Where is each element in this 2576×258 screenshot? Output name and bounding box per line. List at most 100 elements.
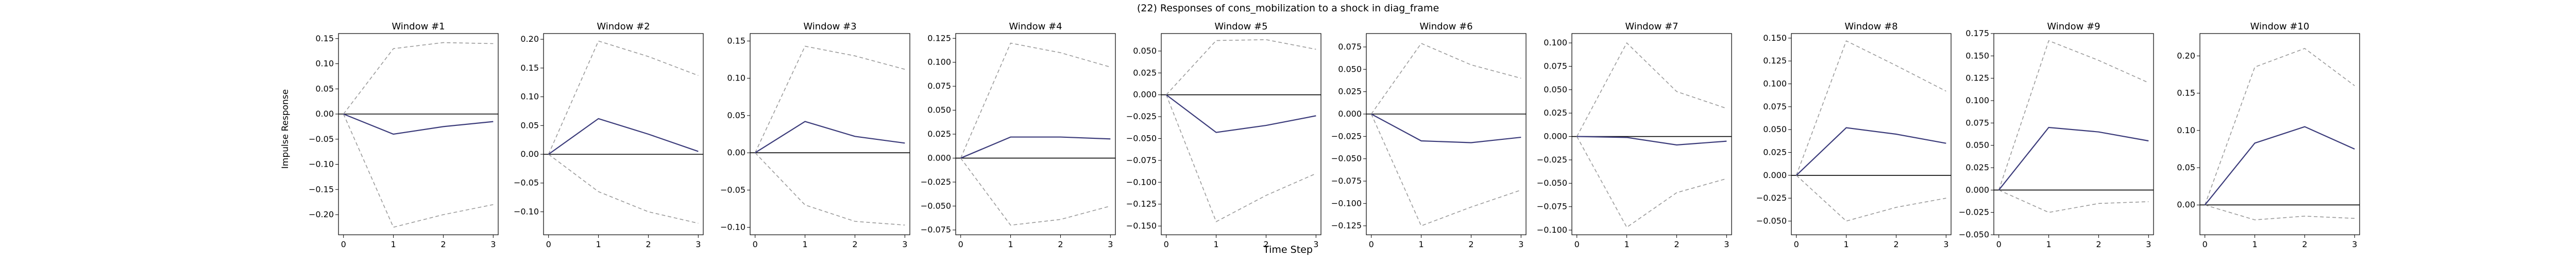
panel-window-10: Window #10 0 1 2 3 0.00 0.05 0.10 0.15 0.20 xyxy=(2177,21,2360,249)
axes-frame xyxy=(338,33,499,235)
x-tick-label: 1 xyxy=(391,239,396,249)
response-line xyxy=(1166,94,1316,133)
y-tick-label: 0.20 xyxy=(520,34,539,44)
y-tick-label: −0.050 xyxy=(921,201,951,211)
y-tick-label: −0.025 xyxy=(1126,111,1157,121)
x-tick-label: 1 xyxy=(2252,239,2257,249)
y-tick-label: 0.10 xyxy=(520,92,539,102)
y-tick-label: 0.000 xyxy=(927,153,951,163)
panel-window-9: Window #9 0 1 2 3 −0.050 −0.025 0.000 0.025 0.050… xyxy=(1959,21,2154,249)
lower-band-line xyxy=(1165,94,1316,222)
lower-band-line xyxy=(960,157,1111,226)
y-tick-label: 0.00 xyxy=(520,149,539,159)
figure-ylabel: Impulse Response xyxy=(280,89,291,169)
x-tick-label: 2 xyxy=(646,239,651,249)
y-tick-label: −0.025 xyxy=(1959,207,1989,217)
panel-title: Window #9 xyxy=(2047,21,2100,32)
y-tick-label: −0.050 xyxy=(1126,133,1157,143)
y-tick-label: 0.125 xyxy=(927,33,951,43)
y-tick-label: 0.05 xyxy=(315,84,334,93)
panel-title: Window #2 xyxy=(597,21,650,32)
y-tick-label: −0.05 xyxy=(309,134,334,144)
panels: Window #10 1 2 3−0.20−0.15−0.10−0.050.000.0… xyxy=(309,21,2360,249)
y-tick-label: 0.125 xyxy=(1965,73,1989,83)
x-tick-label: 1 xyxy=(1843,239,1849,249)
y-tick-label: −0.10 xyxy=(309,159,334,169)
lower-band-line xyxy=(1370,114,1521,227)
y-tick-label: 0.050 xyxy=(1544,85,1567,94)
lower-band-line xyxy=(548,154,699,224)
x-tick-label: 1 xyxy=(1213,239,1218,249)
x-tick-label: 2 xyxy=(852,239,857,249)
y-tick-label: −0.150 xyxy=(1126,221,1157,231)
y-tick-label: −0.075 xyxy=(1537,202,1567,212)
axes-frame xyxy=(543,33,704,235)
upper-band-line xyxy=(343,42,494,115)
x-tick-label: 2 xyxy=(2302,239,2307,249)
lower-band-line xyxy=(1796,175,1946,222)
upper-band-line xyxy=(1795,40,1946,176)
y-tick-label: 0.175 xyxy=(1965,28,1989,38)
y-tick-label: 0.000 xyxy=(1965,185,1989,195)
y-tick-label: 0.025 xyxy=(1133,68,1157,77)
x-tick-label: 1 xyxy=(1418,239,1423,249)
y-tick-label: −0.025 xyxy=(921,177,951,187)
x-tick-label: 0 xyxy=(1369,239,1374,249)
x-tick-label: 1 xyxy=(1624,239,1629,249)
y-tick-label: 0.10 xyxy=(315,59,334,69)
y-tick-label: −0.125 xyxy=(1331,221,1362,231)
panel-title: Window #8 xyxy=(1844,21,1897,32)
y-tick-label: −0.075 xyxy=(921,225,951,235)
panel-title: Window #1 xyxy=(392,21,445,32)
lower-band-line xyxy=(1576,136,1727,228)
axes-frame xyxy=(1791,33,1952,235)
x-tick-label: 1 xyxy=(1008,239,1013,249)
y-tick-label: 0.150 xyxy=(1965,51,1989,60)
x-tick-label: 0 xyxy=(1574,239,1580,249)
y-tick-label: 0.05 xyxy=(520,120,539,130)
lower-band-line xyxy=(343,114,494,228)
y-tick-label: 0.20 xyxy=(2177,51,2195,60)
lower-band-line xyxy=(2205,204,2355,220)
upper-band-line xyxy=(1166,39,1316,95)
y-tick-label: 0.025 xyxy=(1338,87,1362,96)
x-tick-label: 3 xyxy=(1313,239,1318,249)
x-tick-label: 1 xyxy=(2046,239,2051,249)
x-tick-label: 2 xyxy=(1468,239,1473,249)
y-tick-label: 0.025 xyxy=(1544,108,1567,118)
y-tick-label: −0.025 xyxy=(1331,131,1362,141)
x-tick-label: 0 xyxy=(753,239,758,249)
response-line xyxy=(548,118,699,155)
response-line xyxy=(755,121,905,154)
x-tick-label: 1 xyxy=(596,239,601,249)
y-tick-label: 0.05 xyxy=(2177,163,2195,172)
y-tick-label: 0.050 xyxy=(1763,124,1787,134)
y-tick-label: 0.125 xyxy=(1763,56,1787,66)
y-tick-label: −0.05 xyxy=(514,178,539,188)
y-tick-label: −0.10 xyxy=(720,222,745,232)
panel-window-4: Window #4 0 1 2 3 −0.075 −0.050 −0.025 0.000 0.02… xyxy=(921,21,1116,249)
figure-title: (22) Responses of cons_mobilization to a… xyxy=(1137,3,1439,14)
y-tick-label: 0.15 xyxy=(520,63,539,73)
panel-window-2: Window #2 0 1 2 3 −0.10 −0.05 0.00 0.05 0.10 0.15 0… xyxy=(514,21,704,249)
x-tick-label: 0 xyxy=(2202,239,2208,249)
x-tick-label: 2 xyxy=(2096,239,2101,249)
x-tick-label: 3 xyxy=(1724,239,1729,249)
y-tick-label: 0.000 xyxy=(1338,109,1362,119)
x-tick-label: 2 xyxy=(1674,239,1679,249)
upper-band-line xyxy=(754,45,905,153)
y-tick-label: 0.10 xyxy=(2177,125,2195,135)
y-tick-label: 0.100 xyxy=(1544,38,1567,47)
y-tick-label: 0.00 xyxy=(2177,200,2195,209)
response-line xyxy=(2204,126,2355,205)
axes-frame xyxy=(1161,33,1321,235)
y-tick-label: −0.125 xyxy=(1126,199,1157,209)
y-tick-label: 0.15 xyxy=(315,34,334,43)
y-tick-label: −0.100 xyxy=(1126,177,1157,187)
y-tick-label: −0.050 xyxy=(1756,216,1787,225)
y-tick-label: 0.000 xyxy=(1133,90,1157,100)
y-tick-label: 0.075 xyxy=(1965,118,1989,127)
response-line xyxy=(960,136,1111,159)
y-tick-label: −0.15 xyxy=(309,184,334,194)
y-tick-label: −0.050 xyxy=(1959,230,1989,239)
